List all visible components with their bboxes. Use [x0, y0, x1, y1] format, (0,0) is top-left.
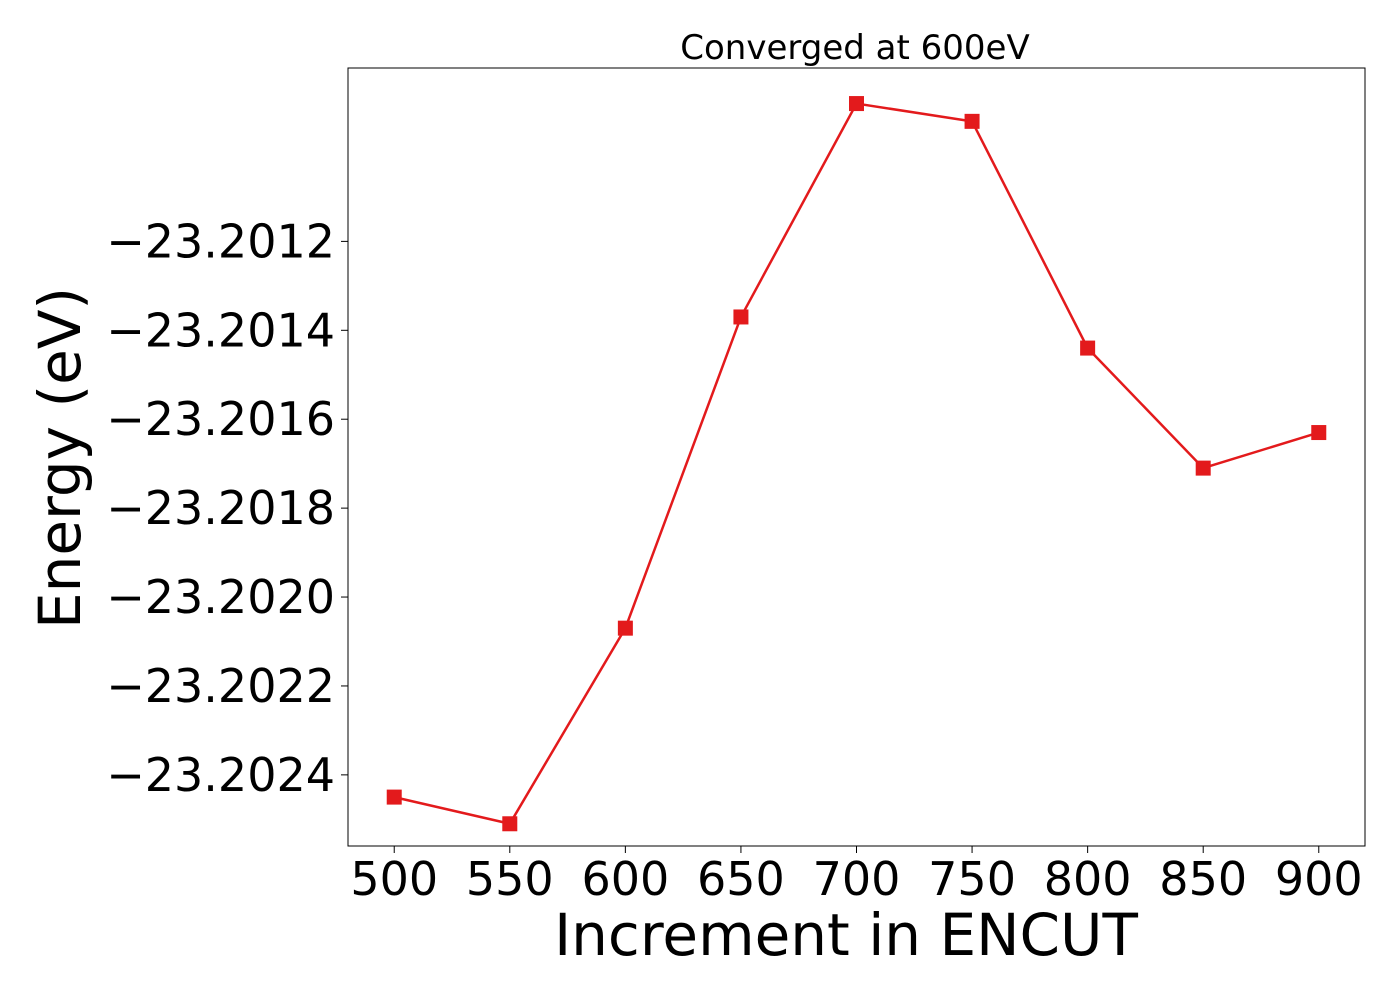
data-point-marker: [964, 113, 980, 129]
y-tick-label: −23.2016: [106, 392, 335, 446]
data-point-marker: [386, 789, 402, 805]
data-point-marker: [617, 620, 633, 636]
x-tick-label: 850: [1159, 852, 1247, 906]
data-point-marker: [1195, 460, 1211, 476]
series-line: [393, 102, 1320, 826]
y-tick-label: −23.2014: [106, 303, 335, 357]
data-point-marker: [502, 816, 518, 832]
series-layer: [386, 96, 1327, 832]
data-point-marker: [849, 96, 864, 112]
y-tick-label: −23.2024: [106, 748, 335, 802]
y-tick-label: −23.2012: [106, 214, 335, 268]
x-tick-label: 800: [1044, 852, 1132, 906]
data-point-marker: [1311, 425, 1327, 441]
x-axis-ticks: 500 550 600 650 700 750 800 850 900: [350, 846, 1363, 906]
x-tick-label: 500: [350, 852, 438, 906]
x-tick-label: 650: [697, 852, 785, 906]
x-tick-label: 600: [581, 852, 669, 906]
x-tick-label: 550: [466, 852, 554, 906]
y-tick-label: −23.2022: [106, 659, 335, 713]
x-axis-label: Increment in ENCUT: [554, 901, 1138, 969]
y-tick-label: −23.2018: [106, 481, 335, 535]
x-tick-label: 900: [1275, 852, 1363, 906]
data-point-marker: [1080, 340, 1096, 356]
plot-area-frame: [347, 67, 1366, 847]
x-tick-label: 700: [813, 852, 901, 906]
chart-title: Converged at 600eV: [680, 28, 1029, 68]
y-tick-label: −23.2020: [106, 570, 335, 624]
y-axis-ticks: −23.2024 −23.2022 −23.2020 −23.2018 −23.2016…: [106, 214, 348, 802]
data-point-marker: [733, 309, 749, 325]
x-tick-label: 750: [928, 852, 1016, 906]
y-axis-label: Energy (eV): [26, 287, 94, 629]
